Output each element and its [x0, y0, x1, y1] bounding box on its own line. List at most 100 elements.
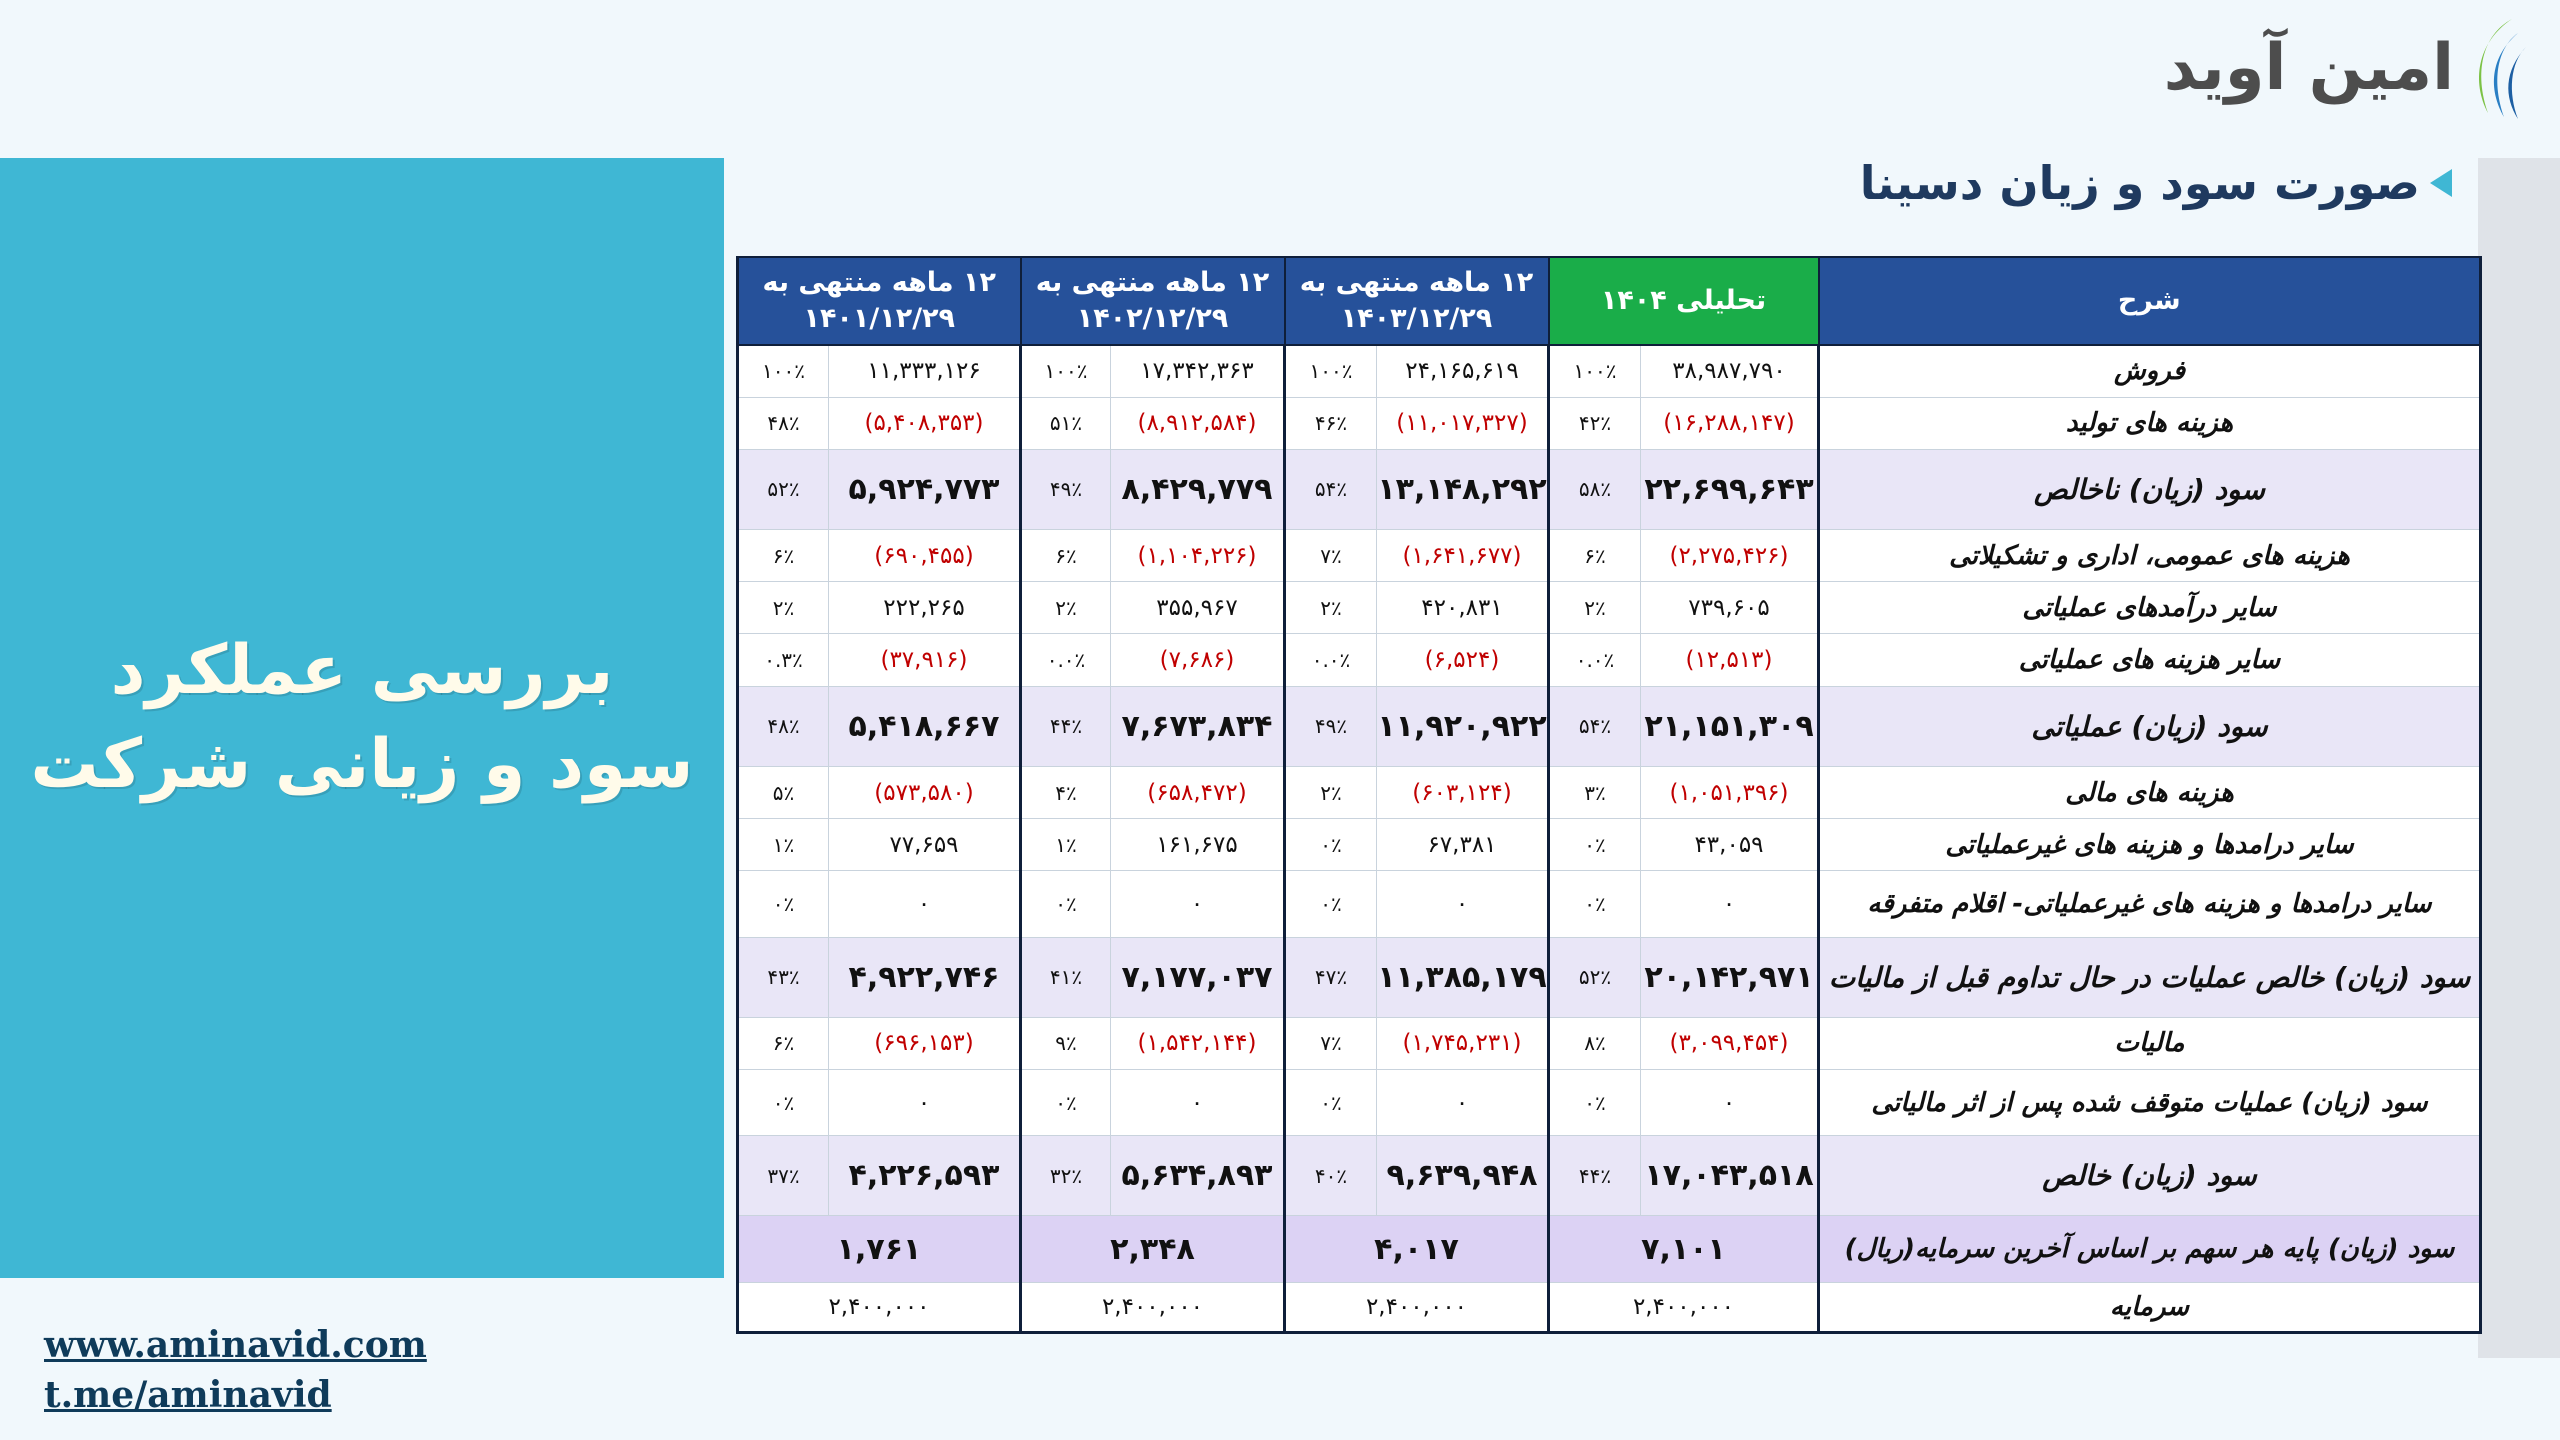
- cell-value: (۶۵۸,۴۷۲): [1110, 765, 1285, 820]
- cell-value: (۳,۰۹۹,۴۵۴): [1640, 1016, 1820, 1070]
- cell-value: ۱۷,۰۴۳,۵۱۸: [1640, 1135, 1820, 1217]
- row-label: سایر هزینه های عملیاتی: [1818, 633, 2482, 687]
- row-label: سرمایه: [1818, 1281, 2482, 1335]
- cell-percent: ۱۰۰٪: [736, 344, 829, 398]
- cell-value: ۷,۶۷۳,۸۳۴: [1110, 685, 1285, 767]
- cell-value: ۹,۶۳۹,۹۴۸: [1376, 1135, 1549, 1217]
- cell-value: (۱,۷۴۵,۲۳۱): [1376, 1016, 1549, 1070]
- cell-value: ۴,۹۲۲,۷۴۶: [828, 936, 1021, 1018]
- cell-value: ۲۴,۱۶۵,۶۱۹: [1376, 344, 1549, 398]
- header-forecast-1404: تحلیلی ۱۴۰۴: [1547, 256, 1820, 346]
- income-statement-table-wrap: شرح تحلیلی ۱۴۰۴ ۱۲ ماهه منتهی به ۱۴۰۳/۱۲…: [736, 256, 2482, 1335]
- cell-value: (۷,۶۸۶): [1110, 633, 1285, 687]
- eps-value: ۷,۱۰۱: [1547, 1215, 1820, 1283]
- cell-value: (۳۷,۹۱۶): [828, 633, 1021, 687]
- telegram-link[interactable]: t.me/aminavid: [44, 1374, 332, 1416]
- row-label: سایر درامدها و هزینه های غیرعملیاتی- اقل…: [1818, 870, 2482, 938]
- cell-percent: ۰.۳٪: [736, 633, 829, 687]
- cell-percent: ۷٪: [1283, 529, 1377, 583]
- table-body: فروش ۳۸,۹۸۷,۷۹۰ ۱۰۰٪ ۲۴,۱۶۵,۶۱۹ ۱۰۰٪ ۱۷,۳۴۲,۳…: [736, 344, 2482, 1335]
- cell-percent: ۶٪: [736, 1016, 829, 1070]
- row-label: سود (زیان) عملیاتی: [1818, 685, 2482, 767]
- row-label: فروش: [1818, 344, 2482, 398]
- header-fy-1401: ۱۲ ماهه منتهی به ۱۴۰۱/۱۲/۲۹: [736, 256, 1022, 346]
- cell-value: ۳۵۵,۹۶۷: [1110, 581, 1285, 635]
- cell-value: ۱۷,۳۴۲,۳۶۳: [1110, 344, 1285, 398]
- table-row: سود (زیان) پایه هر سهم بر اساس آخرین سرم…: [736, 1215, 2482, 1283]
- brand-mark-icon: [2479, 19, 2526, 119]
- cell-percent: ۰٪: [1283, 1068, 1377, 1137]
- cell-value: ۲۰,۱۴۲,۹۷۱: [1640, 936, 1820, 1018]
- cell-value: ۰: [828, 1068, 1021, 1137]
- cell-percent: ۰٪: [1547, 818, 1641, 872]
- brand-logo: امین آوید: [2164, 8, 2540, 128]
- cell-value: ۰: [1110, 1068, 1285, 1137]
- cell-percent: ۰.۰٪: [1283, 633, 1377, 687]
- website-link[interactable]: www.aminavid.com: [44, 1324, 427, 1366]
- cell-value: ۱۱,۹۲۰,۹۲۲: [1376, 685, 1549, 767]
- cell-value: ۲۱,۱۵۱,۳۰۹: [1640, 685, 1820, 767]
- cell-value: ۲۲۲,۲۶۵: [828, 581, 1021, 635]
- cell-value: ۷,۱۷۷,۰۳۷: [1110, 936, 1285, 1018]
- cell-percent: ۴۲٪: [1547, 396, 1641, 450]
- table-row: سایر درامدها و هزینه های غیرعملیاتی- اقل…: [736, 870, 2482, 938]
- cell-value: (۶۰۳,۱۲۴): [1376, 765, 1549, 820]
- header-description: شرح: [1817, 256, 2482, 346]
- footer-links: www.aminavid.com t.me/aminavid: [44, 1320, 427, 1420]
- banner-line-2: سود و زیانی شرکت: [30, 725, 694, 804]
- cell-value: (۱۶,۲۸۸,۱۴۷): [1640, 396, 1820, 450]
- cell-value: ۵,۴۱۸,۶۶۷: [828, 685, 1021, 767]
- cell-percent: ۴۴٪: [1547, 1135, 1641, 1217]
- capital-value: ۲,۴۰۰,۰۰۰: [736, 1281, 1021, 1335]
- cell-percent: ۸٪: [1547, 1016, 1641, 1070]
- cell-percent: ۰٪: [1019, 1068, 1111, 1137]
- cell-percent: ۵۲٪: [1547, 936, 1641, 1018]
- table-row: هزینه های تولید (۱۶,۲۸۸,۱۴۷) ۴۲٪ (۱۱,۰۱۷,۳۲…: [736, 396, 2482, 450]
- cell-percent: ۰٪: [1019, 870, 1111, 938]
- page-title-text: صورت سود و زیان دسینا: [1859, 156, 2420, 210]
- cell-percent: ۳۲٪: [1019, 1135, 1111, 1217]
- cell-percent: ۴۸٪: [736, 685, 829, 767]
- table-row: فروش ۳۸,۹۸۷,۷۹۰ ۱۰۰٪ ۲۴,۱۶۵,۶۱۹ ۱۰۰٪ ۱۷,۳۴۲,۳…: [736, 344, 2482, 398]
- cell-value: ۷۷,۶۵۹: [828, 818, 1021, 872]
- table-row: سایر درآمدهای عملیاتی ۷۳۹,۶۰۵ ۲٪ ۴۲۰,۸۳۱ ۲٪ ۳…: [736, 581, 2482, 635]
- cell-value: (۱,۶۴۱,۶۷۷): [1376, 529, 1549, 583]
- row-label: سود (زیان) عملیات متوقف شده پس از اثر ما…: [1818, 1068, 2482, 1137]
- income-statement-table: شرح تحلیلی ۱۴۰۴ ۱۲ ماهه منتهی به ۱۴۰۳/۱۲…: [736, 256, 2482, 1335]
- cell-percent: ۲٪: [1283, 581, 1377, 635]
- cell-percent: ۶٪: [1019, 529, 1111, 583]
- cell-percent: ۱٪: [1019, 818, 1111, 872]
- cell-percent: ۴٪: [1019, 765, 1111, 820]
- row-label: سایر درآمدهای عملیاتی: [1818, 581, 2482, 635]
- cell-percent: ۲٪: [1547, 581, 1641, 635]
- capital-value: ۲,۴۰۰,۰۰۰: [1283, 1281, 1549, 1335]
- cell-percent: ۱٪: [736, 818, 829, 872]
- table-row: سود (زیان) خالص ۱۷,۰۴۳,۵۱۸ ۴۴٪ ۹,۶۳۹,۹۴۸ ۴۰٪…: [736, 1135, 2482, 1217]
- cell-value: ۰: [828, 870, 1021, 938]
- cell-value: ۱۳,۱۴۸,۲۹۲: [1376, 448, 1549, 531]
- cell-value: ۰: [1640, 870, 1820, 938]
- cell-percent: ۰.۰٪: [1547, 633, 1641, 687]
- cell-value: ۰: [1110, 870, 1285, 938]
- cell-percent: ۴۰٪: [1283, 1135, 1377, 1217]
- cell-percent: ۰٪: [1547, 1068, 1641, 1137]
- cell-percent: ۵۱٪: [1019, 396, 1111, 450]
- cell-percent: ۴۳٪: [736, 936, 829, 1018]
- header-fy-1403: ۱۲ ماهه منتهی به ۱۴۰۳/۱۲/۲۹: [1283, 256, 1550, 346]
- cell-percent: ۴۴٪: [1019, 685, 1111, 767]
- cell-percent: ۵۴٪: [1283, 448, 1377, 531]
- table-row: سایر هزینه های عملیاتی (۱۲,۵۱۳) ۰.۰٪ (۶,۵۲۴…: [736, 633, 2482, 687]
- cell-value: (۵۷۳,۵۸۰): [828, 765, 1021, 820]
- brand-name: امین آوید: [2163, 31, 2454, 105]
- cell-percent: ۴۸٪: [736, 396, 829, 450]
- cell-percent: ۵٪: [736, 765, 829, 820]
- cell-value: ۷۳۹,۶۰۵: [1640, 581, 1820, 635]
- table-row: سایر درامدها و هزینه های غیرعملیاتی ۴۳,۰۵…: [736, 818, 2482, 872]
- cell-value: (۱,۱۰۴,۲۲۶): [1110, 529, 1285, 583]
- cell-value: ۱۱,۳۳۳,۱۲۶: [828, 344, 1021, 398]
- table-row: سرمایه ۲,۴۰۰,۰۰۰ ۲,۴۰۰,۰۰۰ ۲,۴۰۰,۰۰۰ ۲,۴۰۰,۰…: [736, 1281, 2482, 1335]
- cell-percent: ۴۱٪: [1019, 936, 1111, 1018]
- cell-value: ۴,۲۲۶,۵۹۳: [828, 1135, 1021, 1217]
- table-row: مالیات (۳,۰۹۹,۴۵۴) ۸٪ (۱,۷۴۵,۲۳۱) ۷٪ (۱,۵۴۲,۱…: [736, 1016, 2482, 1070]
- eps-value: ۱,۷۶۱: [736, 1215, 1021, 1283]
